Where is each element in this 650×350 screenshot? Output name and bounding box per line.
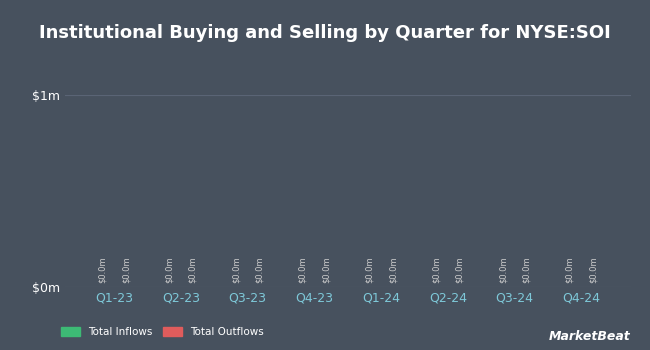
- Text: $0.0m: $0.0m: [455, 257, 464, 283]
- Text: $0.0m: $0.0m: [499, 257, 508, 283]
- Text: $0.0m: $0.0m: [589, 257, 597, 283]
- Text: $0.0m: $0.0m: [164, 257, 174, 283]
- Legend: Total Inflows, Total Outflows: Total Inflows, Total Outflows: [57, 323, 268, 341]
- Text: $0.0m: $0.0m: [255, 257, 264, 283]
- Text: $0.0m: $0.0m: [98, 257, 107, 283]
- Text: $0.0m: $0.0m: [432, 257, 441, 283]
- Text: $0.0m: $0.0m: [522, 257, 531, 283]
- Text: $0.0m: $0.0m: [188, 257, 197, 283]
- Text: $0.0m: $0.0m: [388, 257, 397, 283]
- Text: Institutional Buying and Selling by Quarter for NYSE:SOI: Institutional Buying and Selling by Quar…: [39, 25, 611, 42]
- Text: $0.0m: $0.0m: [365, 257, 374, 283]
- Text: $0.0m: $0.0m: [231, 257, 240, 283]
- Text: $0.0m: $0.0m: [322, 257, 331, 283]
- Text: MarketBeat: MarketBeat: [549, 330, 630, 343]
- Text: $0.0m: $0.0m: [566, 257, 574, 283]
- Text: $0.0m: $0.0m: [298, 257, 307, 283]
- Text: $0.0m: $0.0m: [122, 257, 130, 283]
